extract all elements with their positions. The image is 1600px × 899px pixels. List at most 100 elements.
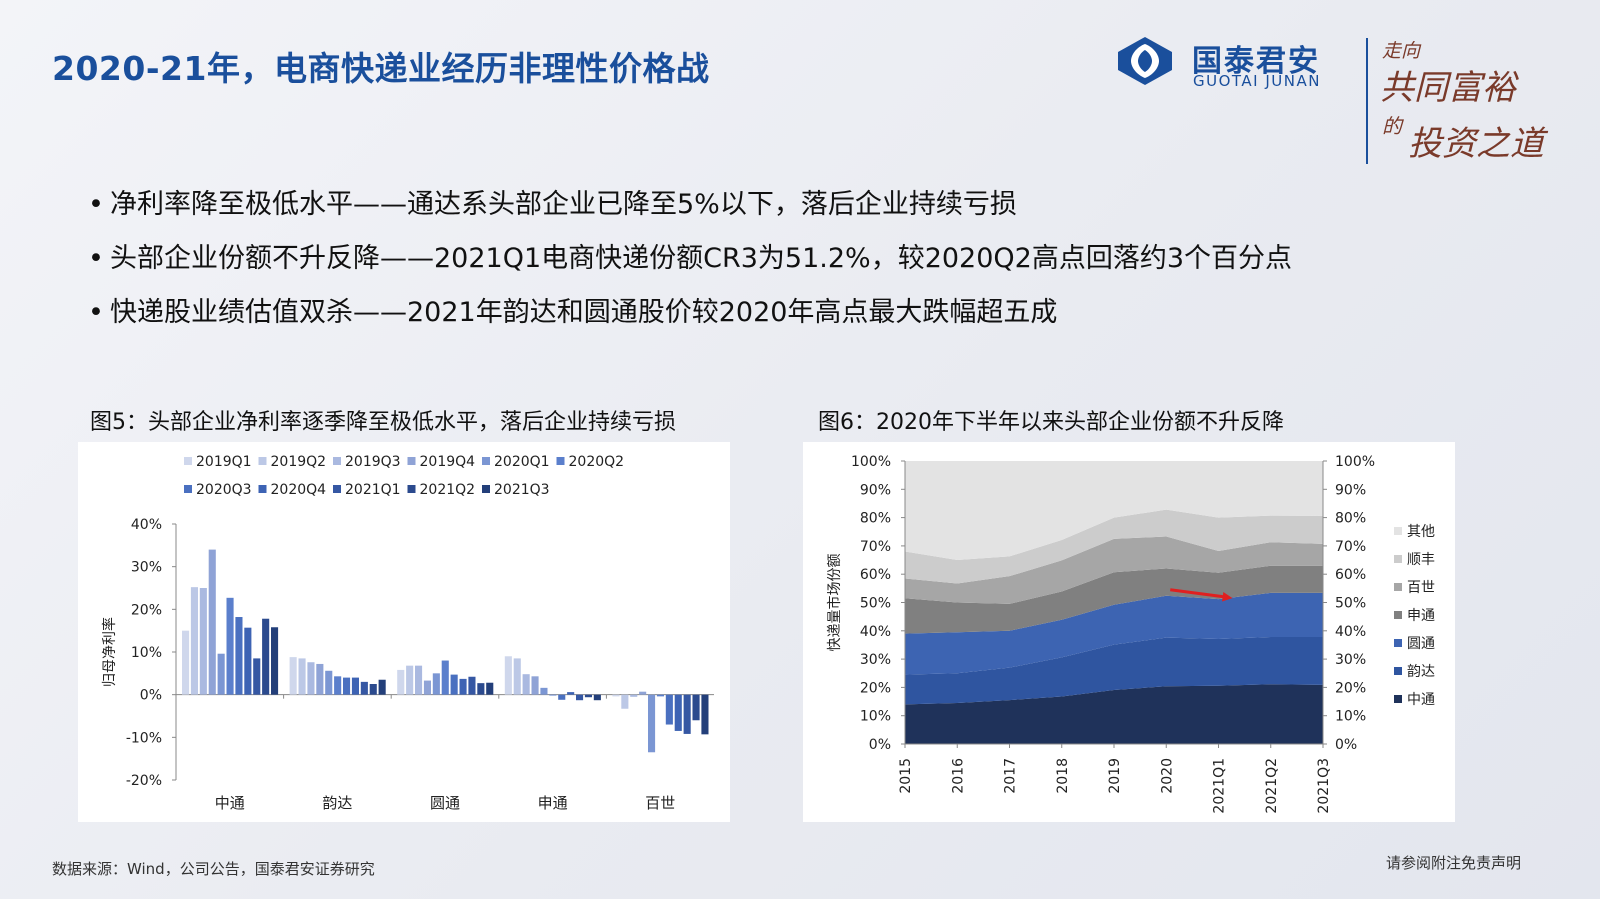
bar — [397, 669, 405, 695]
bar — [298, 658, 306, 695]
x-tick-label: 2021Q2 — [1264, 758, 1280, 814]
left-y-tick-label: 40% — [860, 624, 891, 640]
bar — [477, 683, 485, 695]
trend-arrow-head — [1222, 592, 1233, 602]
x-tick-label: 2021Q3 — [1316, 758, 1332, 814]
x-tick-label: 2019 — [1107, 758, 1123, 794]
legend-label: 2019Q1 — [196, 454, 252, 470]
bar — [584, 694, 592, 698]
bar — [683, 694, 691, 734]
legend-swatch — [1394, 583, 1402, 591]
legend-swatch — [482, 457, 490, 465]
bar — [235, 617, 243, 695]
left-y-tick-label: 0% — [869, 737, 891, 753]
bar — [621, 694, 629, 709]
bar — [441, 660, 449, 695]
logo-divider — [1366, 38, 1368, 164]
right-y-tick-label: 80% — [1335, 511, 1366, 527]
right-y-tick-label: 90% — [1335, 482, 1366, 498]
bar — [630, 694, 638, 697]
bar — [701, 694, 709, 735]
bar — [378, 679, 386, 695]
bar — [271, 627, 279, 695]
bullet-item: • 快递股业绩估值双杀——2021年韵达和圆通股价较2020年高点最大跌幅超五成 — [88, 297, 1058, 328]
x-tick-label: 2018 — [1055, 758, 1071, 794]
area-顺丰 — [905, 509, 1323, 584]
area-韵达 — [905, 637, 1323, 705]
bar — [540, 687, 548, 695]
trend-arrow-line — [1170, 588, 1227, 599]
right-y-tick-label: 10% — [1335, 709, 1366, 725]
slogan-line-1: 走向 — [1382, 40, 1421, 62]
x-category-label: 韵达 — [322, 794, 352, 812]
legend-label: 申通 — [1407, 608, 1435, 624]
legend-swatch — [258, 485, 267, 493]
left-y-tick-label: 10% — [860, 709, 891, 725]
bar — [360, 681, 368, 695]
left-y-tick-label: 30% — [860, 652, 891, 668]
net-margin-bar-chart: 2019Q1 2019Q2 2019Q3 2019Q4 2020Q1 2020Q2 2020… — [101, 454, 714, 812]
x-category-label: 申通 — [538, 794, 568, 812]
legend-swatch — [407, 485, 416, 493]
bar — [253, 658, 261, 695]
legend-label: 2021Q3 — [494, 482, 550, 498]
left-y-tick-label: 60% — [860, 567, 891, 583]
area-其他 — [905, 461, 1323, 561]
market-share-area-chart: 0% 0% 10% 10% 20% 20% 30% 30% 40% 40% 50% 50% 60% 60%… — [826, 454, 1435, 814]
slogan-line-4: 投资之道 — [1408, 124, 1544, 164]
area-圆通 — [905, 592, 1323, 675]
bar — [415, 665, 423, 695]
bar — [486, 682, 494, 695]
x-tick-label: 2017 — [1003, 758, 1019, 794]
bar — [244, 627, 252, 695]
bar — [262, 618, 270, 695]
left-y-tick-label: 50% — [860, 596, 891, 612]
y-tick-label: -10% — [126, 730, 162, 746]
right-y-tick-label: 20% — [1335, 680, 1366, 696]
bar — [558, 694, 566, 700]
legend-label: 2021Q1 — [345, 482, 401, 498]
legend-swatch — [556, 457, 565, 465]
bullet-list: • 净利率降至极低水平——通达系头部企业已降至5%以下，落后企业持续亏损 • 头部企… — [88, 178, 1292, 340]
bullet-item: • 头部企业份额不升反降——2021Q1电商快递份额CR3为51.2%，较2020… — [88, 243, 1293, 274]
bar — [289, 657, 297, 695]
legend-swatch — [258, 457, 267, 465]
bar — [334, 676, 342, 695]
footer-disclaimer: 请参阅附注免责声明 — [1386, 854, 1522, 872]
bar — [692, 694, 700, 721]
bar — [432, 673, 440, 695]
x-category-label: 圆通 — [430, 794, 460, 812]
bar — [612, 694, 620, 697]
legend-label: 顺丰 — [1407, 552, 1435, 568]
bar — [307, 662, 315, 695]
bar — [217, 653, 225, 695]
legend-swatch — [482, 485, 490, 493]
area-百世 — [905, 536, 1323, 604]
legend-label: 圆通 — [1407, 636, 1435, 652]
legend-swatch — [1394, 695, 1402, 703]
guotai-junan-logo-icon — [1118, 37, 1172, 85]
bar — [450, 674, 458, 695]
legend-swatch — [1394, 555, 1402, 563]
bar — [674, 694, 682, 731]
legend-label: 韵达 — [1407, 664, 1435, 680]
fig5-panel: 2019Q1 2019Q2 2019Q3 2019Q4 2020Q1 2020Q2 2020… — [78, 442, 730, 822]
fig6-panel: 0% 0% 10% 10% 20% 20% 30% 30% 40% 40% 50% 50% 60% 60%… — [803, 442, 1455, 822]
legend-swatch — [184, 485, 192, 493]
y-tick-label: 40% — [131, 517, 162, 533]
left-y-tick-label: 100% — [851, 454, 891, 470]
left-y-tick-label: 90% — [860, 482, 891, 498]
right-y-tick-label: 100% — [1335, 454, 1375, 470]
legend-label: 其他 — [1407, 524, 1435, 540]
brand-logo: 国泰君安 GUOTAI JUNAN 走向 共同富裕 的 投资之道 — [1110, 34, 1590, 174]
y-tick-label: 0% — [140, 688, 162, 704]
legend-swatch — [407, 457, 416, 465]
bar — [325, 670, 333, 695]
slogan-line-3: 的 — [1382, 114, 1402, 138]
x-tick-label: 2016 — [950, 758, 966, 794]
bar — [369, 684, 377, 695]
bar — [459, 678, 467, 695]
brand-name-en: GUOTAI JUNAN — [1193, 72, 1321, 90]
y-tick-label: 10% — [131, 645, 162, 661]
fig6-caption: 图6：2020年下半年以来头部企业份额不升反降 — [818, 410, 1284, 435]
